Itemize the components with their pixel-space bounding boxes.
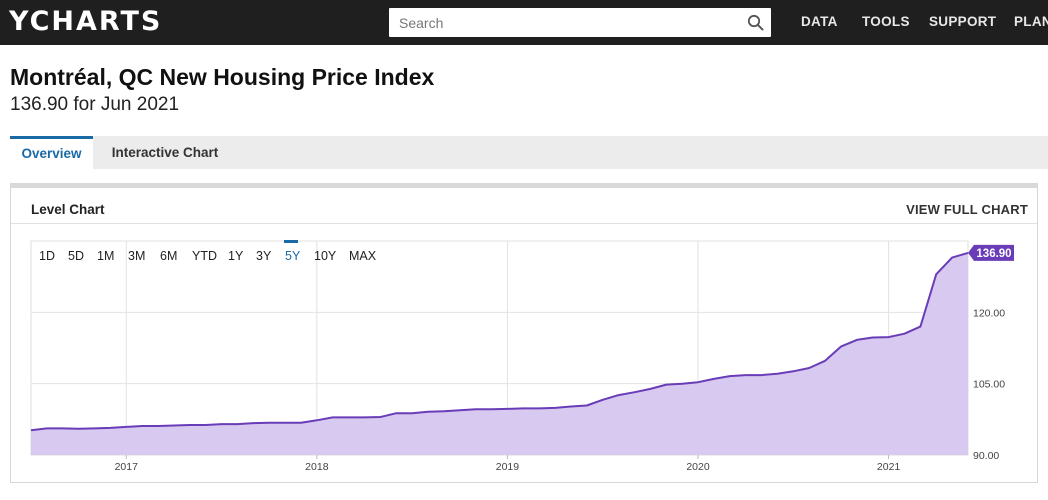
ycharts-logo[interactable]: YCHARTS	[9, 6, 163, 37]
range-button-max[interactable]: MAX	[349, 249, 377, 263]
y-tick-label: 120.00	[973, 307, 1005, 319]
latest-value-subtitle: 136.90 for Jun 2021	[10, 94, 180, 115]
range-button-3y[interactable]: 3Y	[256, 249, 272, 263]
range-button-6m[interactable]: 6M	[160, 249, 177, 263]
range-button-1d[interactable]: 1D	[39, 249, 55, 263]
page-title: Montréal, QC New Housing Price Index	[10, 64, 435, 90]
x-tick-label: 2019	[496, 461, 520, 473]
search-box	[389, 8, 771, 37]
range-button-1y[interactable]: 1Y	[228, 249, 244, 263]
range-button-3m[interactable]: 3M	[128, 249, 145, 263]
nav-data[interactable]: DATA	[801, 14, 838, 29]
series-line	[30, 251, 969, 432]
range-button-5y[interactable]: 5Y	[285, 249, 301, 263]
search-icon[interactable]	[747, 14, 764, 31]
tab-interactive-chart[interactable]: Interactive Chart	[111, 145, 219, 160]
view-full-chart-link[interactable]: VIEW FULL CHART	[906, 202, 1028, 217]
range-button-10y[interactable]: 10Y	[314, 249, 337, 263]
top-navigation-bar: YCHARTS DATA TOOLS SUPPORT PLANS	[0, 0, 1048, 45]
y-tick-label: 90.00	[973, 450, 999, 462]
range-button-5d[interactable]: 5D	[68, 249, 84, 263]
x-tick-label: 2020	[686, 461, 710, 473]
range-button-ytd[interactable]: YTD	[192, 249, 217, 263]
last-value-label: 136.90	[976, 248, 1011, 260]
panel-divider	[11, 223, 1037, 224]
x-tick-label: 2021	[877, 461, 901, 473]
last-value-flag	[968, 244, 1014, 261]
x-tick-label: 2017	[115, 461, 139, 473]
active-range-indicator	[284, 240, 298, 243]
series-area	[31, 252, 968, 455]
panel-title: Level Chart	[31, 202, 105, 217]
y-tick-label: 105.00	[973, 379, 1005, 391]
nav-plans[interactable]: PLANS	[1014, 14, 1048, 29]
range-button-1m[interactable]: 1M	[97, 249, 114, 263]
x-tick-label: 2018	[305, 461, 329, 473]
tab-bar: Overview Interactive Chart	[10, 136, 1048, 169]
tab-overview[interactable]: Overview	[10, 136, 93, 169]
nav-support[interactable]: SUPPORT	[929, 14, 997, 29]
nav-tools[interactable]: TOOLS	[862, 14, 910, 29]
search-input[interactable]	[389, 8, 729, 37]
